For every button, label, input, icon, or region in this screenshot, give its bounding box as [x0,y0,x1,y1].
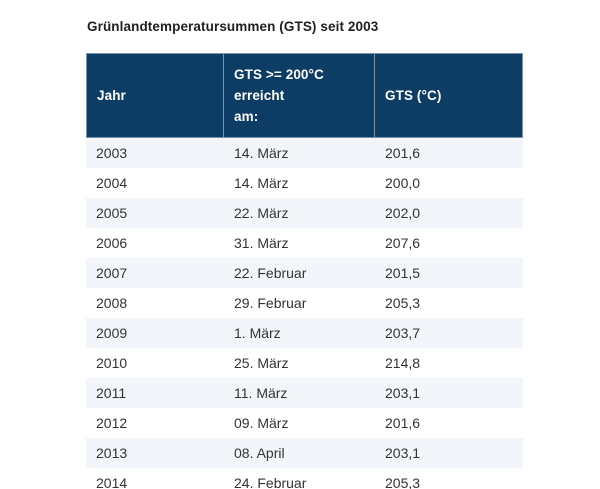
table-cell: 14. März [234,145,289,161]
table-cell: 1. März [234,325,281,341]
table-cell: 14. März [234,175,289,191]
table-row: 2003 14. März 201,6 [86,138,523,168]
col-header-gts: GTS (°C) [375,53,523,138]
table-cell: 205,3 [385,295,421,311]
table-cell: 202,0 [385,205,421,221]
table-cell: 201,5 [385,265,421,281]
header-row: Jahr GTS >= 200°C erreicht am: GTS (°C) [86,53,523,138]
table-row: 2009 1. März 203,7 [86,318,523,348]
table-cell: 08. April [234,445,285,461]
table-cell: 29. Februar [234,295,307,311]
table-cell: 2005 [96,205,128,221]
table-cell: 2003 [96,145,128,161]
col-header-jahr: Jahr [86,53,224,138]
table-cell: 201,6 [385,415,421,431]
table-cell: 31. März [234,235,289,251]
table-cell: 24. Februar [234,475,307,489]
table-row: 2007 22. Februar 201,5 [86,258,523,288]
table-row: 2005 22. März 202,0 [86,198,523,228]
table-cell: 2007 [96,265,128,281]
table-row: 2004 14. März 200,0 [86,168,523,198]
table-cell: 22. Februar [234,265,307,281]
table-cell: 201,6 [385,145,421,161]
table-cell: 207,6 [385,235,421,251]
table-cell: 205,3 [385,475,421,489]
table-cell: 2004 [96,175,128,191]
table-cell: 200,0 [385,175,421,191]
gts-table: Jahr GTS >= 200°C erreicht am: GTS (°C) … [86,53,523,489]
table-row: 2008 29. Februar 205,3 [86,288,523,318]
table-cell: 2008 [96,295,128,311]
table-cell: 2012 [96,415,128,431]
col-header-erreicht-am: GTS >= 200°C erreicht am: [224,53,375,138]
table-cell: 203,1 [385,385,421,401]
table-cell: 2011 [96,385,127,401]
table-cell: 11. März [234,385,288,401]
table-cell: 203,7 [385,325,421,341]
table-cell: 2014 [96,475,128,489]
table-row: 2013 08. April 203,1 [86,438,523,468]
table-header: Jahr GTS >= 200°C erreicht am: GTS (°C) [86,53,523,138]
page-title: Grünlandtemperatursummen (GTS) seit 2003 [87,19,379,34]
table-cell: 2013 [96,445,128,461]
table-cell: 2009 [96,325,128,341]
table-body: 2003 14. März 201,6 2004 14. März 200,0 2005 22… [86,138,523,489]
table-cell: 09. März [234,415,289,431]
table-row: 2010 25. März 214,8 [86,348,523,378]
table-row: 2012 09. März 201,6 [86,408,523,438]
table-cell: 214,8 [385,355,421,371]
table-row: 2006 31. März 207,6 [86,228,523,258]
table-row: 2014 24. Februar 205,3 [86,468,523,489]
table-cell: 203,1 [385,445,421,461]
table-cell: 22. März [234,205,289,221]
table-cell: 2010 [96,355,128,371]
table-row: 2011 11. März 203,1 [86,378,523,408]
table-cell: 2006 [96,235,128,251]
table-cell: 25. März [234,355,289,371]
